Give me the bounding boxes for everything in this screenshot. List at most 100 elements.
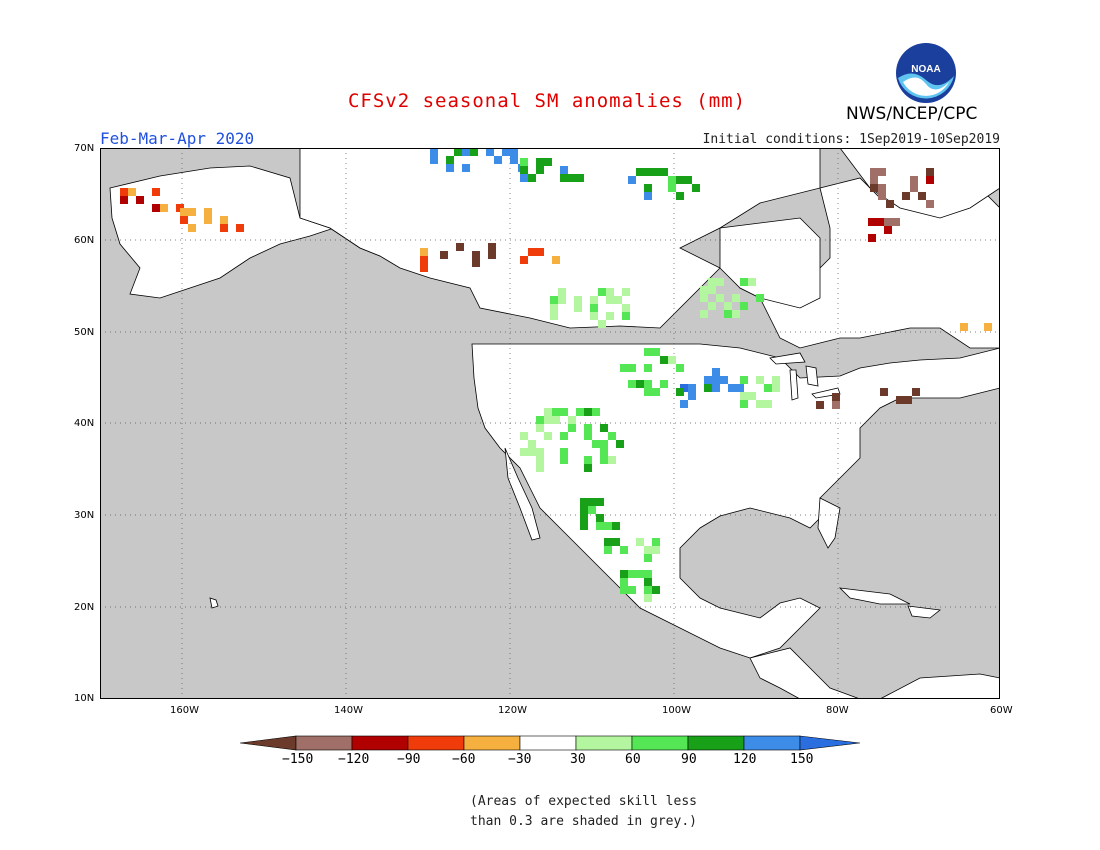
anomaly-cell	[622, 312, 630, 320]
anomaly-cell	[652, 586, 660, 594]
anomaly-cell	[740, 400, 748, 408]
anomaly-cell	[876, 218, 884, 226]
anomaly-cell	[740, 392, 748, 400]
anomaly-cell	[598, 320, 606, 328]
anomaly-cell	[472, 259, 480, 267]
lat-label-10: 10N	[74, 693, 95, 704]
anomaly-cell	[870, 168, 878, 176]
anomaly-cell	[600, 440, 608, 448]
anomaly-cell	[644, 578, 652, 586]
anomaly-cell	[552, 408, 560, 416]
anomaly-cell	[552, 416, 560, 424]
anomaly-cell	[616, 440, 624, 448]
anomaly-cell	[220, 224, 228, 232]
anomaly-cell	[560, 174, 568, 182]
cb-label-m30: −30	[508, 752, 532, 767]
anomaly-cell	[740, 302, 748, 310]
anomaly-cell	[510, 148, 518, 156]
anomaly-cell	[520, 166, 528, 174]
anomaly-cell	[536, 416, 544, 424]
anomaly-cell	[560, 432, 568, 440]
anomaly-cell	[688, 384, 696, 392]
colorbar-swatch	[743, 735, 801, 751]
anomaly-cell	[488, 251, 496, 259]
anomaly-cell	[620, 586, 628, 594]
anomaly-cell	[644, 388, 652, 396]
anomaly-cell	[462, 164, 470, 172]
anomaly-cell	[600, 424, 608, 432]
south-america-land	[879, 673, 1000, 699]
colorbar	[240, 735, 861, 751]
anomaly-cell	[550, 304, 558, 312]
anomaly-cell	[886, 200, 894, 208]
anomaly-cell	[520, 432, 528, 440]
anomaly-cell	[668, 176, 676, 184]
anomaly-cell	[600, 456, 608, 464]
usa-mexico-land	[471, 343, 1000, 659]
anomaly-cell	[912, 388, 920, 396]
lat-label-30: 30N	[74, 510, 95, 521]
anomaly-cell	[644, 380, 652, 388]
anomaly-cell	[700, 294, 708, 302]
anomaly-cell	[236, 224, 244, 232]
anomaly-cell	[902, 192, 910, 200]
anomaly-cell	[596, 522, 604, 530]
anomaly-cell	[580, 514, 588, 522]
anomaly-cell	[870, 184, 878, 192]
anomaly-cell	[128, 188, 136, 196]
anomaly-cell	[926, 168, 934, 176]
anomaly-cell	[550, 296, 558, 304]
anomaly-cell	[652, 388, 660, 396]
logo-text: NOAA	[911, 64, 940, 75]
anomaly-cell	[606, 312, 614, 320]
cb-label-m150: −150	[282, 752, 314, 767]
anomaly-cell	[550, 312, 558, 320]
anomaly-cell	[748, 278, 756, 286]
anomaly-cell	[732, 310, 740, 318]
anomaly-cell	[704, 384, 712, 392]
anomaly-cell	[552, 256, 560, 264]
anomaly-cell	[604, 546, 612, 554]
anomaly-cell	[660, 380, 668, 388]
anomaly-cell	[620, 578, 628, 586]
anomaly-cell	[620, 546, 628, 554]
anomaly-cell	[574, 304, 582, 312]
anomaly-cell	[660, 356, 668, 364]
anomaly-cell	[590, 296, 598, 304]
anomaly-cell	[628, 380, 636, 388]
anomaly-cell	[612, 522, 620, 530]
anomaly-cell	[596, 498, 604, 506]
anomaly-cell	[580, 522, 588, 530]
anomaly-cell	[878, 168, 886, 176]
anomaly-cell	[584, 432, 592, 440]
anomaly-cell	[704, 376, 712, 384]
cuba-land	[838, 587, 911, 605]
anomaly-cell	[684, 176, 692, 184]
anomaly-cell	[676, 192, 684, 200]
anomaly-cell	[204, 216, 212, 224]
anomaly-cell	[604, 538, 612, 546]
anomaly-cell	[440, 251, 448, 259]
colorbar-swatch	[519, 735, 577, 751]
colorbar-swatch	[351, 735, 409, 751]
anomaly-cells	[120, 148, 992, 602]
anomaly-cell	[600, 448, 608, 456]
anomaly-cell	[620, 570, 628, 578]
anomaly-cell	[608, 432, 616, 440]
anomaly-cell	[588, 498, 596, 506]
anomaly-cell	[204, 208, 212, 216]
anomaly-cell	[622, 304, 630, 312]
anomaly-cell	[604, 522, 612, 530]
anomaly-cell	[576, 174, 584, 182]
anomaly-cell	[884, 226, 892, 234]
anomaly-cell	[536, 464, 544, 472]
anomaly-cell	[544, 416, 552, 424]
anomaly-cell	[560, 166, 568, 174]
colorbar-arrow-low	[240, 735, 297, 751]
anomaly-cell	[520, 158, 528, 166]
anomaly-cell	[832, 393, 840, 401]
central-america-land	[749, 647, 861, 699]
anomaly-cell	[568, 416, 576, 424]
anomaly-cell	[628, 364, 636, 372]
anomaly-cell	[644, 546, 652, 554]
